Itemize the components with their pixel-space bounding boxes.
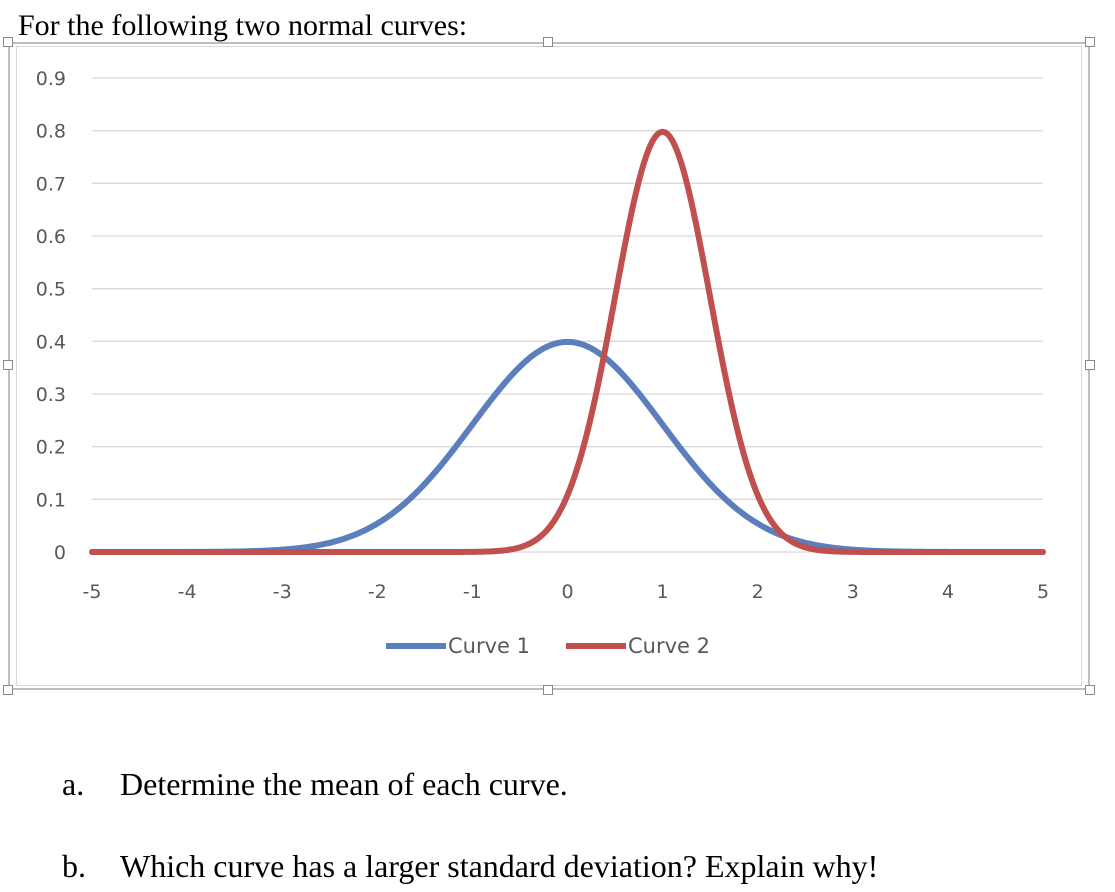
y-tick-label: 0.9 <box>36 68 66 90</box>
series-lines <box>89 128 1046 555</box>
y-tick-label: 0.1 <box>36 489 66 511</box>
y-tick-label: 0.7 <box>36 173 66 195</box>
x-tick-label: 1 <box>657 581 669 603</box>
y-tick-label: 0.6 <box>36 226 66 248</box>
resize-handle-top-left[interactable] <box>3 37 13 47</box>
x-tick-label: 5 <box>1037 581 1049 603</box>
question-list: a. Determine the mean of each curve. b. … <box>62 764 878 886</box>
legend: Curve 1 Curve 2 <box>386 634 710 658</box>
legend-label-2: Curve 2 <box>628 634 710 658</box>
x-tick-label: 3 <box>847 581 859 603</box>
question-a-text: Determine the mean of each curve. <box>120 766 568 802</box>
resize-handle-top-right[interactable] <box>1085 37 1095 47</box>
x-tick-label: -5 <box>83 581 102 603</box>
intro-text: For the following two normal curves: <box>18 9 468 42</box>
normal-curves-chart: 0 0.1 0.2 0.3 0.4 0.5 0.6 0.7 0.8 0.9 -5 -4 -3 -2 -1 0… <box>36 68 1050 658</box>
y-tick-label: 0.5 <box>36 279 66 301</box>
resize-handle-bottom-right[interactable] <box>1085 685 1095 695</box>
x-tick-label: -3 <box>273 581 292 603</box>
x-tick-label: -2 <box>368 581 387 603</box>
legend-label-1: Curve 1 <box>448 634 530 658</box>
y-tick-label: 0 <box>54 542 66 564</box>
question-b-text: Which curve has a larger standard deviat… <box>120 848 879 884</box>
x-tick-label: 4 <box>942 581 954 603</box>
y-tick-label: 0.3 <box>36 384 66 406</box>
x-tick-label: -1 <box>463 581 482 603</box>
resize-handle-middle-left[interactable] <box>3 360 13 370</box>
x-axis-ticks: -5 -4 -3 -2 -1 0 1 2 3 4 5 <box>83 581 1050 603</box>
question-a: a. Determine the mean of each curve. <box>62 764 878 804</box>
series-line-2 <box>89 128 1046 555</box>
x-tick-label: 2 <box>752 581 764 603</box>
x-tick-label: -4 <box>178 581 197 603</box>
question-b-marker: b. <box>62 848 86 884</box>
resize-handle-top-center[interactable] <box>543 37 553 47</box>
resize-handle-bottom-left[interactable] <box>3 685 13 695</box>
y-tick-label: 0.2 <box>36 437 66 459</box>
x-tick-label: 0 <box>561 581 573 603</box>
question-b: b. Which curve has a larger standard dev… <box>62 846 878 886</box>
y-tick-label: 0.4 <box>36 331 66 353</box>
y-axis-ticks: 0 0.1 0.2 0.3 0.4 0.5 0.6 0.7 0.8 0.9 <box>36 68 66 564</box>
y-tick-label: 0.8 <box>36 121 66 143</box>
resize-handle-middle-right[interactable] <box>1085 360 1095 370</box>
chart-frame[interactable] <box>8 42 1090 690</box>
gridlines <box>92 77 1043 553</box>
question-a-marker: a. <box>62 766 85 802</box>
resize-handle-bottom-center[interactable] <box>543 685 553 695</box>
